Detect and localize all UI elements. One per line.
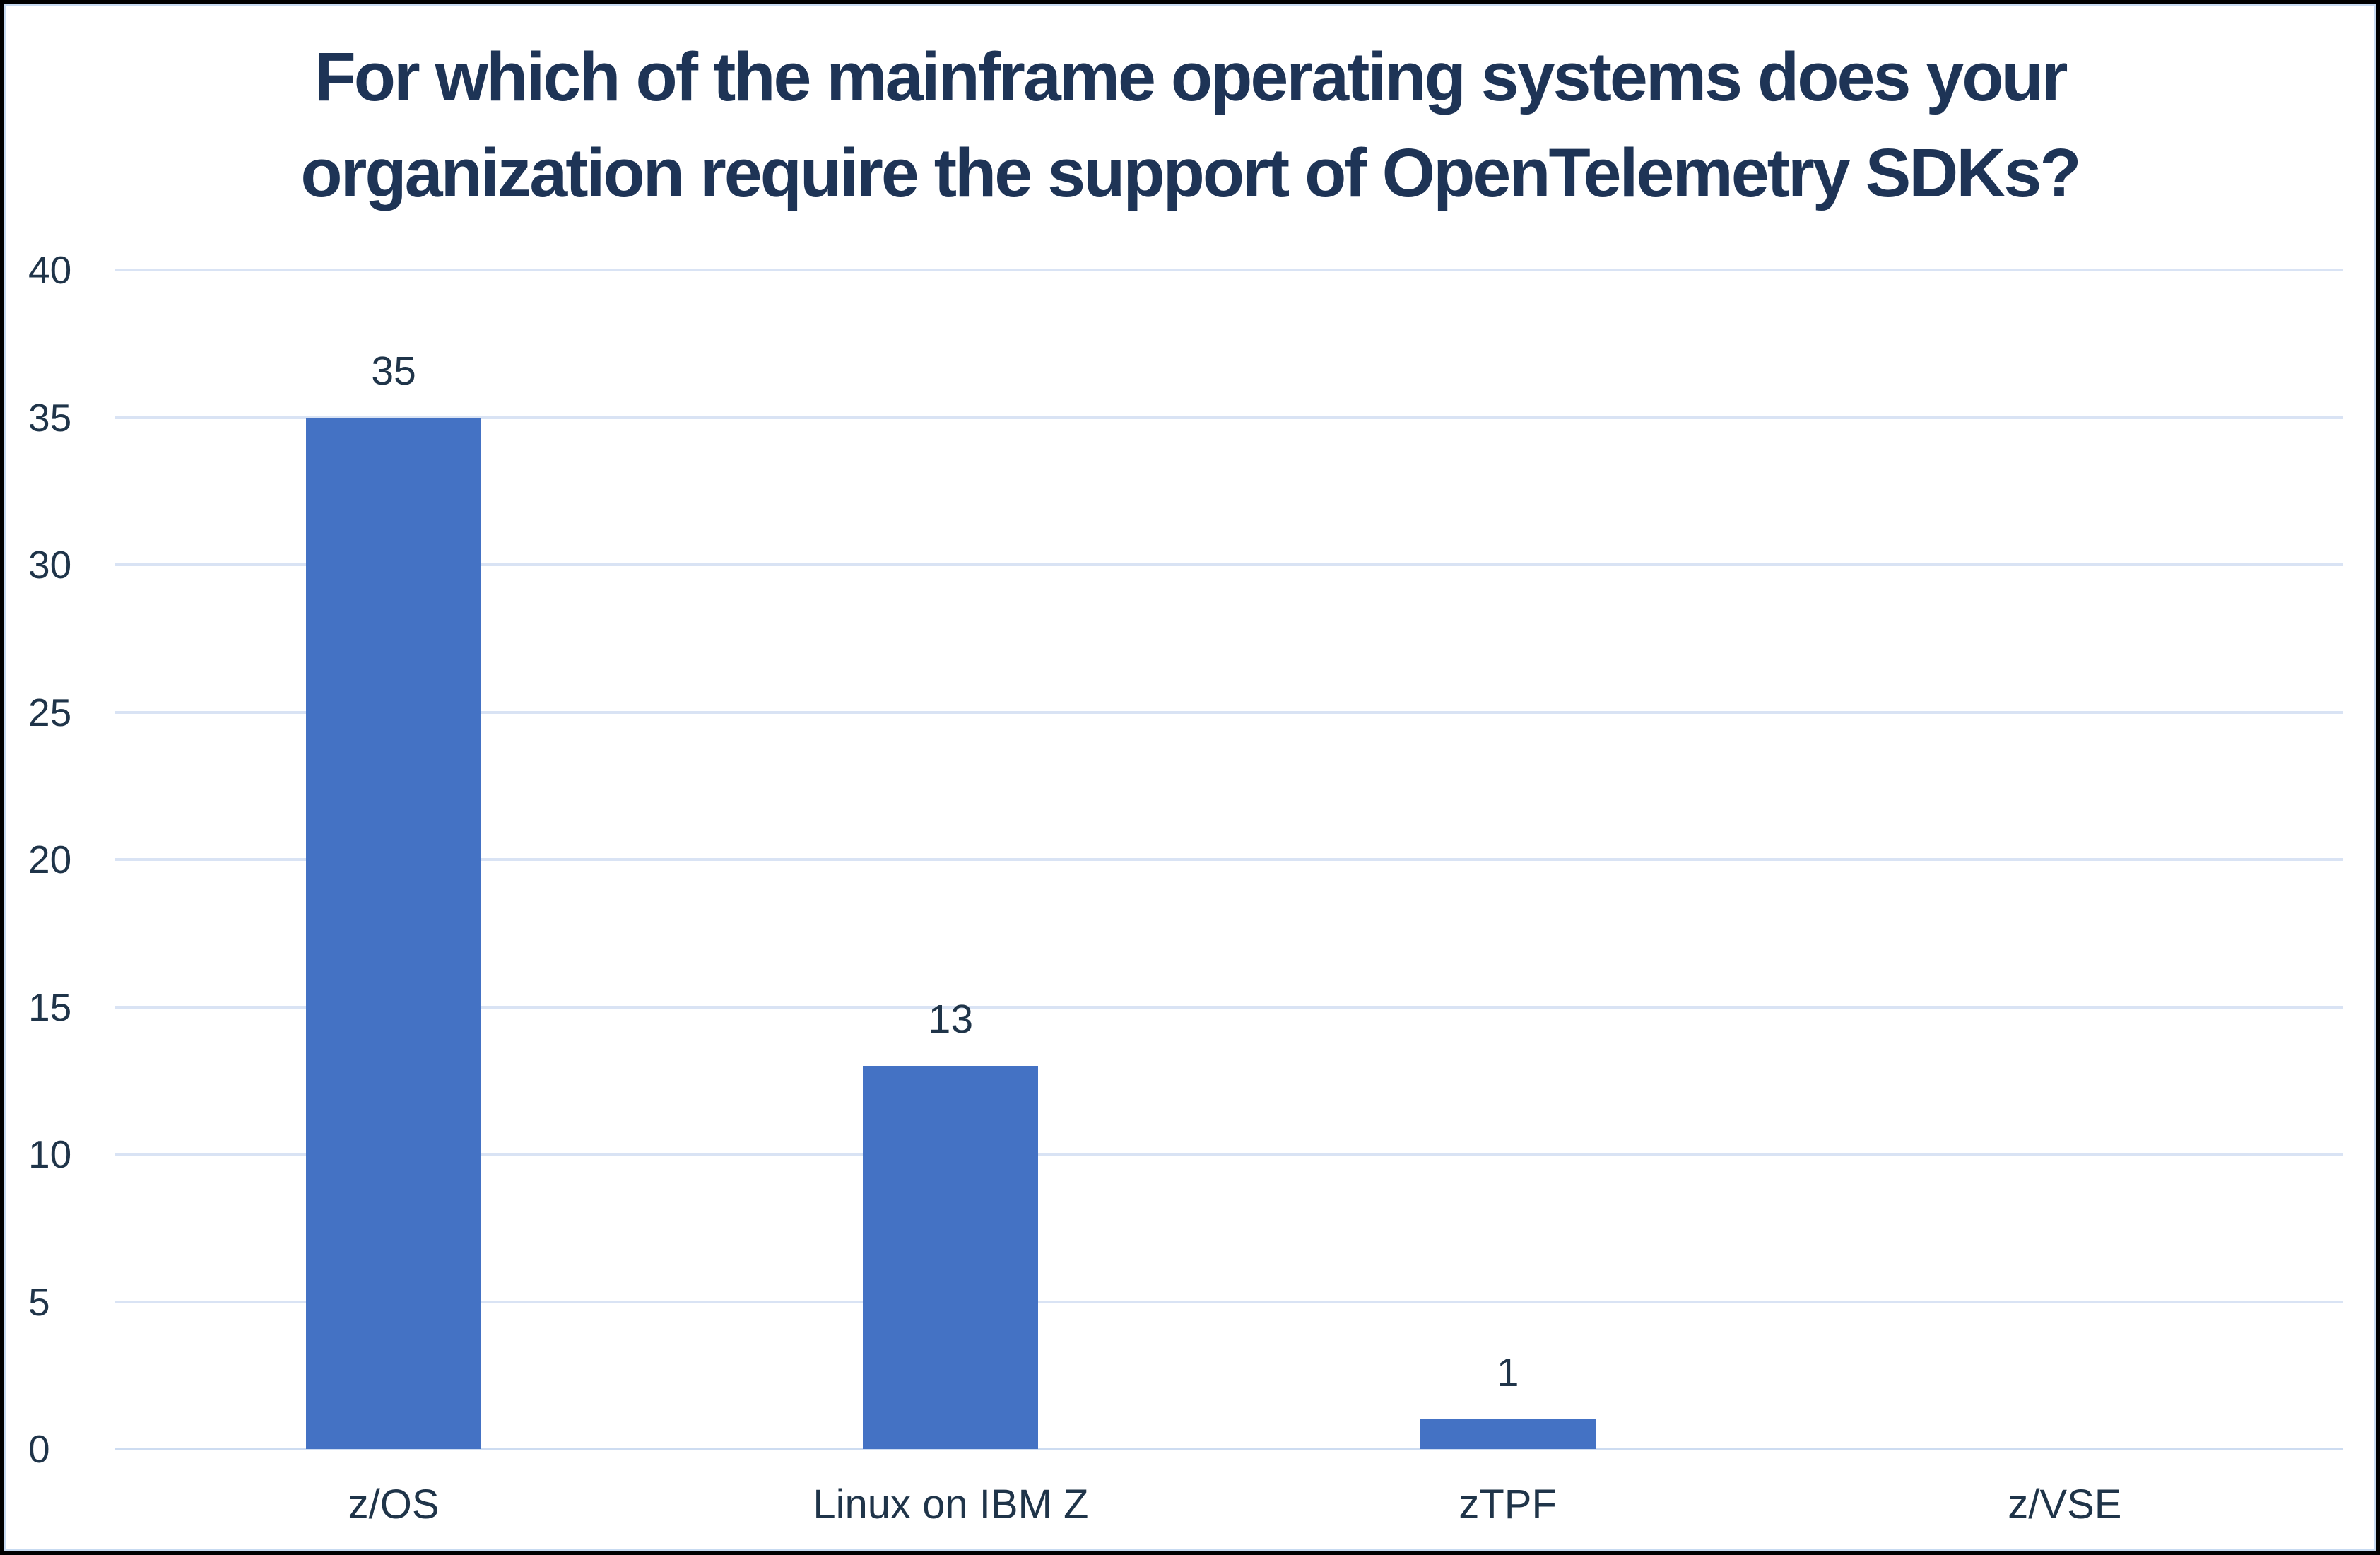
y-axis-tick-label: 20 bbox=[28, 838, 72, 881]
bar bbox=[306, 417, 482, 1449]
x-axis-category-label: Linux on IBM Z bbox=[813, 1481, 1089, 1527]
y-axis-tick-label: 25 bbox=[28, 690, 72, 734]
chart-title-line-2: organization require the support of Open… bbox=[300, 134, 2081, 211]
gridline bbox=[115, 1005, 2343, 1009]
chart-title: For which of the mainframe operating sys… bbox=[4, 29, 2376, 221]
y-axis-tick-label: 0 bbox=[28, 1427, 50, 1471]
bar-value-label: 13 bbox=[928, 996, 974, 1042]
y-axis-tick-label: 30 bbox=[28, 543, 72, 587]
chart-title-line-1: For which of the mainframe operating sys… bbox=[314, 38, 2068, 115]
gridline bbox=[115, 563, 2343, 566]
gridline bbox=[115, 269, 2343, 271]
gridline bbox=[115, 710, 2343, 714]
bar-value-label: 35 bbox=[371, 348, 416, 394]
gridline bbox=[115, 858, 2343, 861]
gridline bbox=[115, 1153, 2343, 1156]
y-axis-tick-label: 35 bbox=[28, 395, 72, 440]
y-axis-tick-label: 5 bbox=[28, 1279, 50, 1324]
y-axis-tick-label: 40 bbox=[28, 248, 72, 292]
y-axis-tick-label: 10 bbox=[28, 1132, 72, 1176]
bar bbox=[863, 1065, 1039, 1449]
x-axis-category-label: zTPF bbox=[1459, 1481, 1557, 1527]
x-axis-line bbox=[115, 1448, 2343, 1450]
x-axis-category-label: z/OS bbox=[348, 1481, 440, 1527]
bar-value-label: 1 bbox=[1496, 1350, 1519, 1396]
x-axis-category-label: z/VSE bbox=[2008, 1481, 2122, 1527]
gridline bbox=[115, 416, 2343, 419]
gridline bbox=[115, 1300, 2343, 1303]
bar bbox=[1420, 1419, 1596, 1449]
y-axis-tick-label: 15 bbox=[28, 985, 72, 1029]
